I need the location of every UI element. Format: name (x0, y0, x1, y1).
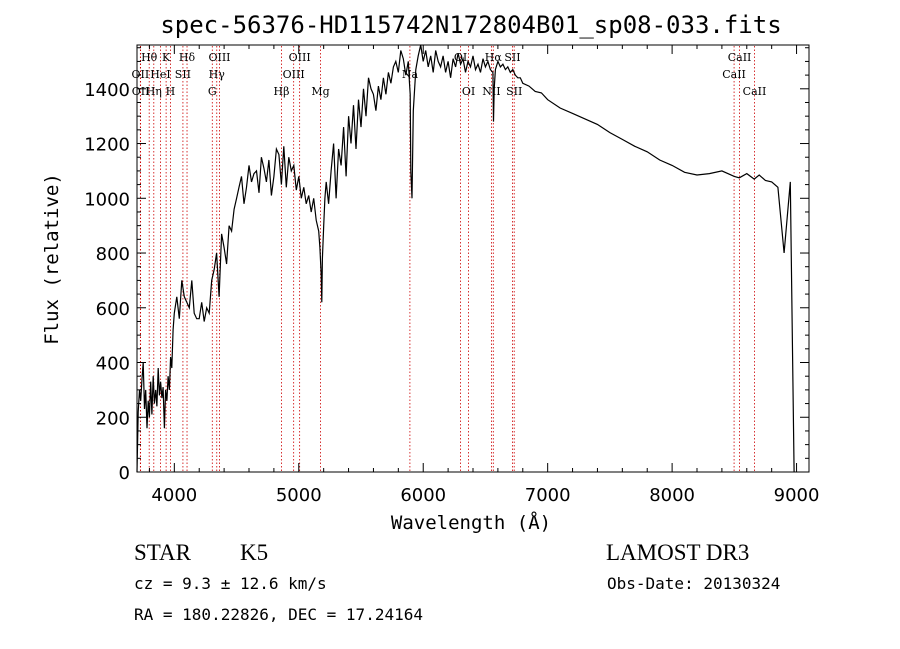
plot-frame (136, 44, 810, 473)
x-tick-label-0: 4000 (151, 485, 197, 506)
y-tick-label-7: 1400 (84, 80, 130, 101)
y-tick-label-4: 800 (96, 244, 130, 265)
line-marker-label-8: Hδ (179, 51, 196, 64)
line-marker-label-7: H (166, 85, 176, 98)
coordinates: RA = 180.22826, DEC = 17.24164 (134, 605, 423, 624)
line-marker-label-13: OIII (289, 51, 311, 64)
line-marker-label-4: HeI (150, 68, 170, 81)
x-axis: 4000 5000 6000 7000 8000 9000 (148, 45, 820, 506)
line-marker-label-20: SII (504, 51, 520, 64)
line-marker-label-3: K (162, 51, 171, 64)
line-marker-label-15: Mg (311, 85, 329, 98)
line-marker-label-5: Hη (146, 85, 162, 98)
redshift-velocity: cz = 9.3 ± 12.6 km/s (134, 574, 327, 593)
emission-line-markers (139, 46, 755, 471)
spectrum-line (136, 44, 795, 473)
line-marker-label-24: CaII (722, 68, 746, 81)
y-axis-label: Flux (relative) (41, 173, 63, 345)
line-marker-label-14: OIII (283, 68, 305, 81)
chart-title: spec-56376-HD115742N172804B01_sp08-033.f… (160, 11, 781, 39)
x-tick-label-4: 8000 (649, 485, 695, 506)
line-marker-label-18: OI (462, 85, 475, 98)
line-marker-label-1: OII (132, 68, 150, 81)
line-marker-label-22: SII (506, 85, 522, 98)
line-marker-label-2: OII (132, 85, 150, 98)
y-tick-label-0: 0 (119, 463, 130, 484)
line-marker-label-11: G (208, 85, 217, 98)
y-axis: 0 200 400 600 800 1000 1200 1400 (84, 47, 809, 484)
x-axis-label: Wavelength (Å) (391, 511, 551, 534)
object-type: STAR (134, 540, 191, 565)
line-marker-label-21: NII (482, 85, 500, 98)
line-marker-label-23: CaII (728, 51, 752, 64)
x-tick-label-5: 9000 (774, 485, 820, 506)
x-tick-label-2: 6000 (400, 485, 446, 506)
line-marker-label-25: CaII (743, 85, 767, 98)
y-tick-label-2: 400 (96, 354, 130, 375)
line-marker-label-10: Hγ (209, 68, 226, 81)
line-marker-label-12: Hβ (274, 85, 290, 98)
emission-line-labels: Hθ OII OII K HeI Hη SII H Hδ OIII Hγ G Hβ OIII OIII Mg N… (132, 51, 767, 98)
y-tick-label-6: 1200 (84, 135, 130, 156)
y-tick-label-1: 200 (96, 408, 130, 429)
spectral-subclass: K5 (240, 540, 269, 565)
y-tick-label-5: 1000 (84, 189, 130, 210)
x-tick-label-1: 5000 (276, 485, 322, 506)
y-tick-label-3: 600 (96, 299, 130, 320)
survey-release: LAMOST DR3 (606, 540, 750, 565)
x-tick-label-3: 7000 (525, 485, 571, 506)
line-marker-label-9: OIII (208, 51, 230, 64)
line-marker-label-6: SII (175, 68, 191, 81)
line-marker-label-0: Hθ (141, 51, 158, 64)
observation-date: Obs-Date: 20130324 (607, 574, 781, 593)
